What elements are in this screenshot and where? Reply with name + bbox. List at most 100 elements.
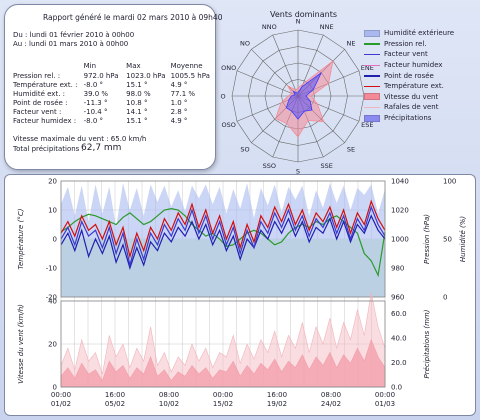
x-tick-date: 15/02	[213, 400, 233, 408]
y-tick-label: -20	[46, 294, 57, 302]
radar-direction-label: NNO	[262, 23, 277, 31]
radar-speed-area	[285, 72, 322, 120]
legend-label: Facteur vent	[384, 50, 428, 59]
legend-label: Précipitations	[384, 114, 432, 123]
legend-item: Température ext.	[364, 81, 454, 92]
radar-direction-label: O	[220, 93, 225, 101]
radar-direction-label: NE	[347, 39, 356, 47]
stats-min: 39.0 %	[83, 89, 109, 98]
total-precip-label: Total précipitations :	[13, 145, 84, 153]
legend-swatch	[364, 104, 380, 111]
wind-tick-label: 0	[53, 384, 57, 392]
legend-label: Rafales de vent	[384, 103, 439, 112]
precip-axis-label: Précipitations (mm)	[423, 309, 431, 378]
x-tick-date: 01/03	[375, 400, 395, 408]
stats-label: Humidité ext. :	[13, 89, 66, 98]
humidity-tick-label: 0	[443, 294, 447, 302]
legend-item: Point de rosée	[364, 70, 454, 81]
col-avg: Moyenne	[170, 62, 203, 70]
legend-item: Facteur vent	[364, 49, 454, 60]
stats-label: Température ext. :	[13, 80, 78, 89]
legend-swatch	[364, 40, 380, 47]
stats-min: -11.3 °	[83, 98, 108, 107]
legend: Humidité extérieure Pression rel. Facteur …	[364, 28, 454, 123]
radar-direction-label: OSO	[222, 121, 236, 129]
bottom-panel-border	[60, 300, 386, 388]
x-tick-date: 19/02	[267, 400, 287, 408]
series-line	[60, 199, 386, 259]
legend-swatch	[364, 29, 380, 37]
stats-min: 972.0 hPa	[83, 71, 119, 80]
x-tick-time: 08:00	[159, 391, 179, 399]
legend-item: Précipitations	[364, 113, 454, 124]
legend-label: Point de rosée	[384, 71, 434, 80]
stats-avg: 4.9 °	[170, 80, 188, 89]
top-panel-border	[60, 180, 386, 298]
legend-label: Humidité extérieure	[384, 29, 455, 38]
wind-tick-label: 40	[48, 298, 57, 306]
legend-swatch	[364, 93, 380, 101]
radar-direction-label: NO	[240, 39, 250, 47]
legend-swatch	[364, 62, 380, 69]
wind-radar: NNNENEENEEESESESSESSSOSOOSOOONONONNO	[220, 18, 375, 176]
x-tick-time: 00:00	[375, 391, 395, 399]
y-tick-label: 0	[53, 236, 57, 244]
legend-item: Vitesse du vent	[364, 92, 454, 103]
x-tick-time: 00:00	[51, 391, 71, 399]
x-tick-date: 10/02	[159, 400, 179, 408]
stats-label: Facteur vent :	[13, 107, 62, 116]
stats-avg: 1.0 °	[170, 98, 188, 107]
report-panel: Rapport généré le mardi 02 mars 2010 à 0…	[4, 4, 222, 170]
pressure-tick-label: 1020	[391, 207, 409, 215]
stats-row: Point de rosée : -11.3 ° 10.8 ° 1.0 °	[13, 98, 215, 107]
report-to: Au : lundi 01 mars 2010 à 00h00	[13, 40, 129, 48]
pressure-axis-label: Pression (hPa)	[423, 214, 431, 264]
y-tick-label: 10	[48, 207, 57, 215]
radar-direction-label: ESE	[361, 121, 373, 129]
stats-label: Facteur humidex :	[13, 116, 77, 125]
humidity-axis-label: Humidité (%)	[459, 216, 467, 263]
stats-max: 15.1 °	[126, 116, 148, 125]
legend-label: Température ext.	[384, 82, 444, 91]
legend-swatch	[364, 72, 380, 79]
radar-direction-label: SSO	[263, 162, 276, 170]
radar-direction-label: N	[296, 18, 301, 26]
humidity-tick-label: 100	[443, 178, 456, 186]
y-axis-label: Température (°C)	[17, 208, 25, 269]
stats-label: Point de rosée :	[13, 98, 68, 107]
wind-axis-label: Vitesse du vent (km/h)	[17, 304, 25, 384]
legend-label: Vitesse du vent	[384, 92, 439, 101]
stats-avg: 1005.5 hPa	[170, 71, 210, 80]
legend-item: Rafales de vent	[364, 102, 454, 113]
precip-tick-label: 20.0	[391, 359, 407, 367]
radar-gust-area	[275, 60, 334, 138]
total-precip-value: 62,7 mm	[81, 143, 122, 153]
humidity-tick-label: 50	[443, 236, 452, 244]
series-line	[60, 214, 386, 270]
pressure-tick-label: 1040	[391, 178, 409, 186]
col-min: Min	[83, 62, 97, 70]
series-line	[60, 205, 386, 266]
series-line	[60, 207, 386, 278]
pressure-tick-label: 1000	[391, 236, 409, 244]
stats-row: Température ext. : -8.0 ° 15.1 ° 4.9 °	[13, 80, 215, 89]
x-tick-time: 00:00	[213, 391, 233, 399]
stats-avg: 77.1 %	[170, 89, 196, 98]
precip-tick-label: 40.0	[391, 334, 407, 342]
col-max: Max	[126, 62, 141, 70]
stats-max: 15.1 °	[126, 80, 148, 89]
stats-avg: 4.9 °	[170, 116, 188, 125]
stats-row: Pression rel. : 972.0 hPa 1023.0 hPa 1005.5…	[13, 71, 215, 80]
legend-item: Humidité extérieure	[364, 28, 454, 39]
pressure-tick-label: 960	[391, 294, 404, 302]
radar-direction-label: SO	[240, 146, 249, 154]
x-tick-time: 16:00	[105, 391, 125, 399]
y-tick-label: -10	[46, 265, 57, 273]
legend-swatch	[364, 83, 380, 90]
stats-min: -8.0 °	[83, 80, 103, 89]
stats-max: 14.1 °	[126, 107, 148, 116]
radar-direction-label: ONO	[221, 64, 236, 72]
legend-swatch	[364, 51, 380, 58]
stats-table: Min Max Moyenne Pression rel. : 972.0 hPa…	[13, 61, 215, 125]
stats-min: -10.4 °	[83, 107, 108, 116]
